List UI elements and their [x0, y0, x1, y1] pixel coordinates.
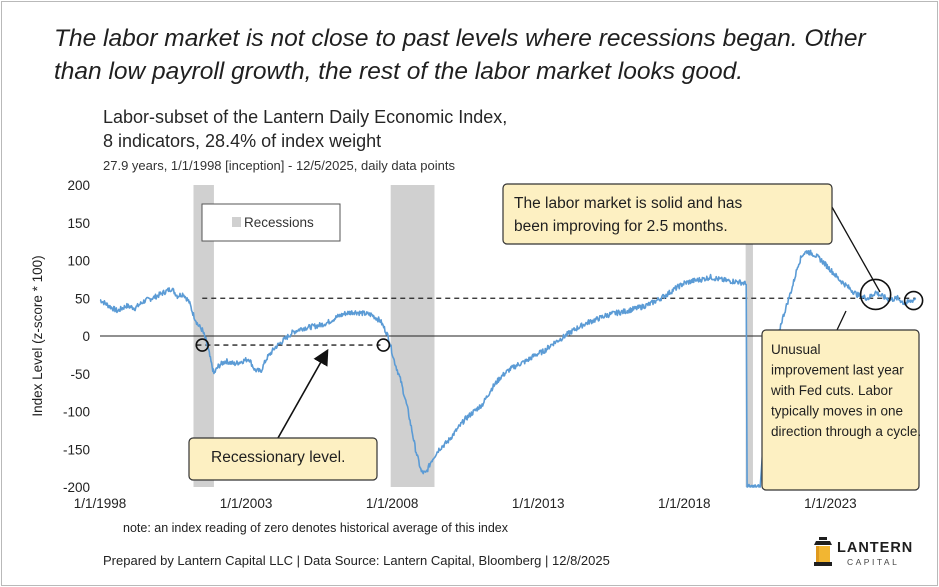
chart-subtitle: 27.9 years, 1/1/1998 [inception] - 12/5/… [103, 158, 455, 173]
annotation-callout: Recessionary level. [188, 437, 378, 481]
highlight-circle [859, 278, 892, 311]
recession-level-marker [376, 338, 391, 352]
callout-connector [827, 199, 881, 293]
chart-title: Labor-subset of the Lantern Daily Econom… [103, 105, 507, 153]
callout-text: Recessionary level. [211, 449, 345, 466]
recession-level-marker [195, 338, 210, 352]
legend-label: Recessions [244, 215, 314, 230]
page-headline: The labor market is not close to past le… [54, 25, 866, 85]
y-tick-label: 150 [67, 216, 90, 231]
x-tick-label: 1/1/2018 [658, 496, 711, 511]
y-tick-label: 100 [67, 254, 90, 269]
y-tick-label: -200 [63, 480, 90, 495]
annotation-callout: The labor market is solid and has been im… [502, 183, 833, 245]
x-tick-label: 1/1/2008 [366, 496, 419, 511]
x-tick-label: 1/1/1998 [74, 496, 127, 511]
highlight-circle [903, 290, 924, 311]
lantern-icon [814, 537, 832, 566]
logo-text-top: LANTERN [837, 540, 914, 556]
legend-box [201, 203, 341, 242]
chart-title-line-1: Labor-subset of the Lantern Daily Econom… [103, 107, 508, 127]
reference-lines [196, 297, 916, 346]
callout-box [761, 329, 920, 491]
x-tick-label: 1/1/2013 [512, 496, 565, 511]
y-tick-label: -150 [63, 442, 90, 457]
callout-text: Unusual improvement last year with Fed cut… [770, 342, 921, 439]
x-tick-label: 1/1/2023 [804, 496, 857, 511]
legend-swatch [232, 217, 241, 227]
y-tick-label: 200 [67, 178, 90, 193]
logo-text-bottom: CAPITAL [847, 557, 900, 567]
callout-text: The labor market is solid and has been im… [514, 195, 743, 235]
y-tick-label: -100 [63, 405, 90, 420]
callout-arrow [277, 348, 329, 439]
y-axis-label: Index Level (z-score * 100) [30, 255, 45, 416]
annotation-callout: Unusual improvement last year with Fed cut… [761, 329, 921, 491]
chart-note: note: an index reading of zero denotes h… [123, 521, 508, 535]
callout-connector [836, 310, 847, 331]
legend: Recessions [201, 203, 341, 242]
annotations: The labor market is solid and has been im… [188, 183, 924, 491]
lantern-logo: LANTERN CAPITAL [813, 535, 923, 571]
footer-credit: Prepared by Lantern Capital LLC | Data S… [103, 553, 610, 568]
y-tick-label: 0 [82, 329, 90, 344]
y-tick-label: -50 [70, 367, 90, 382]
x-tick-label: 1/1/2003 [220, 496, 273, 511]
callout-box [188, 437, 378, 481]
y-tick-label: 50 [75, 291, 90, 306]
callout-box [502, 183, 833, 245]
chart-title-line-2: 8 indicators, 28.4% of index weight [103, 131, 382, 151]
